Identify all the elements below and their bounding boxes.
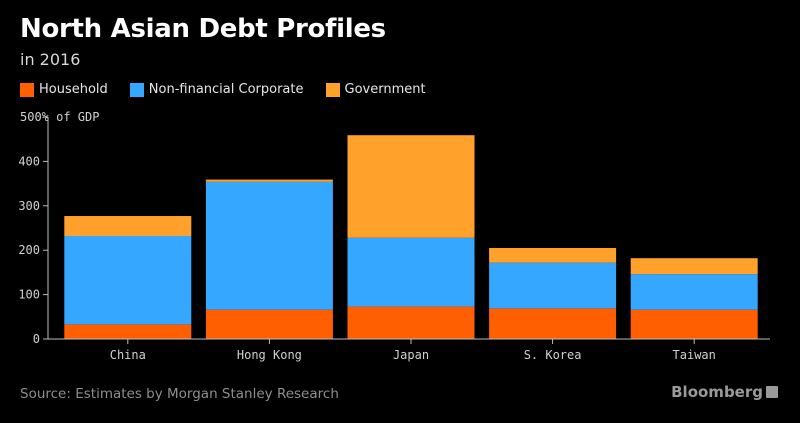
y-tick-label: 200 [18, 243, 40, 257]
bar-segment-corporate [205, 181, 333, 310]
chart-subtitle: in 2016 [20, 50, 81, 69]
legend-item-corporate: Non-financial Corporate [129, 82, 304, 97]
legend-label-government: Government [344, 82, 426, 97]
bar-segment-government [64, 216, 192, 236]
legend-item-government: Government [325, 82, 426, 97]
bar-segment-government [347, 135, 475, 238]
bar-segment-household [347, 306, 475, 339]
legend-swatch-corporate [129, 82, 144, 97]
x-category-label: S. Korea [524, 348, 582, 362]
y-tick-label: 100 [18, 288, 40, 302]
bar-segment-government [489, 247, 617, 263]
x-category-label: Japan [393, 348, 429, 362]
brand-mark-icon [766, 386, 778, 398]
y-axis-label: 500% of GDP [20, 110, 99, 124]
legend: Household Non-financial Corporate Govern… [20, 82, 448, 97]
bar-segment-government [630, 258, 758, 275]
bar-segment-corporate [489, 262, 617, 309]
legend-label-household: Household [39, 82, 108, 97]
bar-segment-government [205, 179, 333, 182]
bar-segment-corporate [630, 274, 758, 310]
bar-segment-corporate [347, 237, 475, 307]
chart-title: North Asian Debt Profiles [20, 14, 386, 44]
legend-item-household: Household [20, 82, 108, 97]
source-note: Source: Estimates by Morgan Stanley Rese… [20, 386, 339, 402]
bar-segment-household [630, 309, 758, 339]
bar-segment-household [64, 324, 192, 339]
x-category-label: Hong Kong [237, 348, 302, 362]
y-tick-label: 0 [33, 332, 40, 346]
brand-logo: Bloomberg [671, 383, 778, 401]
legend-label-corporate: Non-financial Corporate [148, 82, 304, 97]
y-tick-label: 400 [18, 154, 40, 168]
y-tick-label: 300 [18, 199, 40, 213]
brand-name: Bloomberg [671, 383, 763, 401]
bar-segment-corporate [64, 235, 192, 325]
legend-swatch-household [20, 82, 34, 97]
x-category-label: Taiwan [673, 348, 716, 362]
legend-swatch-government [325, 82, 340, 97]
bar-segment-household [489, 308, 617, 339]
bar-segment-household [205, 309, 333, 339]
x-category-label: China [110, 348, 146, 362]
